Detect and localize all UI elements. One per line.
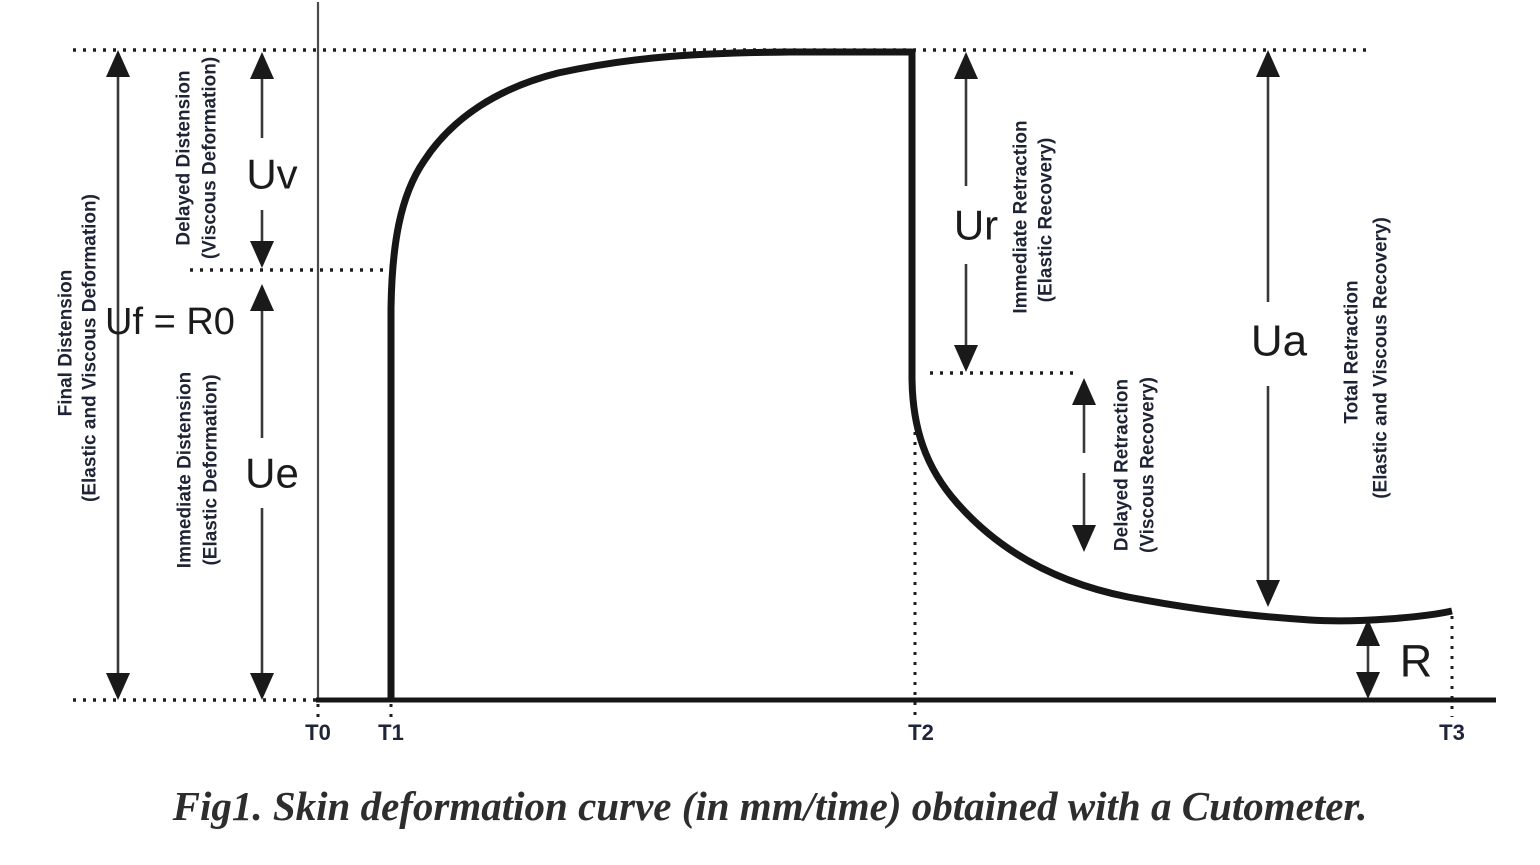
arrow-down-icon [954,345,978,372]
time-tick-labels: T0 T1 T2 T3 [305,720,1465,745]
arrow-up-icon [954,52,978,79]
arrow-down-icon [250,673,274,700]
ue-symbol: Ue [245,450,299,497]
total-retraction-measure: Total Retraction (Elastic and Viscous Re… [1251,50,1392,607]
arrow-down-icon [1072,525,1096,552]
arrow-up-icon [250,284,274,311]
arrow-up-icon [250,52,274,79]
t2-label: T2 [908,720,934,745]
delayed-retraction-label-line2: (Viscous Recovery) [1138,377,1159,553]
t0-label: T0 [305,720,331,745]
immediate-retraction-measure: Immediate Retraction (Elastic Recovery) … [954,52,1057,372]
figure-caption: Fig1. Skin deformation curve (in mm/time… [172,783,1368,829]
ur-symbol: Ur [954,202,998,249]
uv-symbol: Uv [246,151,297,198]
immediate-distension-label-line2: (Elastic Deformation) [201,374,222,565]
arrow-up-icon [1072,378,1096,405]
reference-lines [73,48,1454,717]
total-retraction-label-line1: Total Retraction [1342,280,1363,423]
final-distension-measure: Final Distension (Elastic and Viscous De… [56,50,235,700]
deformation-curve [387,48,1453,700]
residual-deformation-measure: R [1356,619,1432,699]
arrow-up-icon [1256,50,1280,77]
immediate-distension-label-line1: Immediate Distension [175,372,196,568]
immediate-distension-measure: Immediate Distension (Elastic Deformatio… [175,284,299,700]
skin-deformation-diagram: Final Distension (Elastic and Viscous De… [56,2,1496,745]
ua-symbol: Ua [1251,317,1308,366]
r-symbol: R [1400,636,1433,687]
final-distension-label-line2: (Elastic and Viscous Deformation) [80,194,101,502]
arrow-down-icon [1356,672,1380,699]
axes [316,2,1496,703]
uf-symbol: Uf = R0 [105,301,235,343]
arrow-up-icon [1356,619,1380,646]
immediate-retraction-label-line1: Immediate Retraction [1011,120,1032,313]
t1-label: T1 [378,720,404,745]
delayed-distension-label-line2: (Viscous Deformation) [200,57,221,259]
arrow-down-icon [106,673,130,700]
t3-label: T3 [1439,720,1465,745]
delayed-distension-measure: Delayed Distension (Viscous Deformation)… [174,52,298,268]
arrow-down-icon [250,241,274,268]
arrow-up-icon [106,50,130,77]
delayed-distension-label-line1: Delayed Distension [174,70,195,245]
total-retraction-label-line2: (Elastic and Viscous Recovery) [1371,217,1392,499]
final-distension-label-line1: Final Distension [56,270,77,417]
immediate-retraction-label-line2: (Elastic Recovery) [1036,138,1057,303]
arrow-down-icon [1256,580,1280,607]
delayed-retraction-measure: Delayed Retraction (Viscous Recovery) [1072,377,1159,553]
delayed-retraction-label-line1: Delayed Retraction [1112,379,1133,551]
